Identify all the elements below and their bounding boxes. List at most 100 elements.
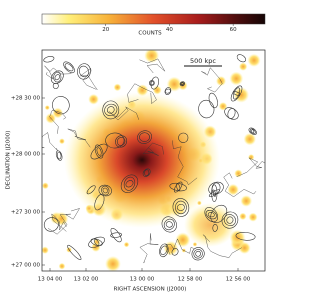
contour (150, 76, 160, 90)
emission-spot (42, 246, 49, 254)
contour (108, 106, 140, 121)
contour (90, 238, 103, 247)
contour (249, 128, 256, 135)
contour (96, 147, 102, 156)
contour (176, 183, 181, 191)
emission-spot (59, 138, 65, 145)
emission-spot (42, 182, 49, 190)
contour (173, 181, 183, 193)
contour (205, 209, 217, 220)
colorbar-tick-label: 60 (230, 27, 237, 33)
colorbar-tick-label: 20 (102, 27, 109, 33)
contour (175, 200, 187, 215)
contour (223, 172, 257, 198)
contour (165, 88, 171, 94)
contour (94, 144, 104, 159)
emission-spot (58, 262, 66, 270)
contour (210, 204, 228, 224)
contour (161, 216, 177, 233)
y-tick-label: +27 00 00 (11, 263, 41, 269)
emission-spot (152, 85, 162, 95)
emission-spot (248, 154, 255, 161)
contour (227, 108, 236, 119)
contour (172, 140, 198, 186)
contour (144, 169, 150, 176)
contour (211, 184, 218, 202)
contour (86, 185, 96, 195)
emission-spot (104, 255, 121, 271)
scale-bar-label: 500 kpc (190, 57, 216, 65)
emission-spot (54, 211, 69, 226)
contour (164, 87, 172, 95)
emission-spot (166, 76, 182, 92)
contour (50, 70, 64, 84)
contour (88, 236, 105, 248)
contour (139, 58, 166, 74)
contour (148, 80, 155, 86)
contour (127, 83, 157, 104)
contour (51, 213, 67, 232)
contour (180, 82, 185, 86)
contour (159, 243, 169, 258)
contour (54, 74, 60, 81)
contour (102, 100, 120, 120)
contour (44, 65, 72, 80)
emission-spot (44, 105, 50, 111)
contour (191, 247, 205, 261)
contour (110, 232, 122, 238)
contour (236, 157, 265, 177)
contour (142, 142, 164, 156)
image (42, 50, 265, 271)
contour (67, 128, 91, 148)
contour (201, 67, 223, 93)
contour (137, 130, 152, 144)
contour (56, 151, 62, 160)
contour (208, 189, 220, 198)
contour (94, 194, 105, 211)
contour (106, 106, 115, 114)
x-tick-label: 13 00 00 (130, 277, 155, 283)
emission-spot (239, 212, 247, 221)
emission-spot (123, 241, 130, 248)
contour (116, 137, 126, 146)
contour (43, 56, 55, 63)
contour (212, 223, 218, 232)
x-axis-title: RIGHT ASCENSION (J2000) (114, 287, 187, 293)
emission-spot (240, 195, 253, 207)
contour (193, 249, 203, 259)
emission-spot (144, 50, 160, 64)
contour (202, 234, 242, 258)
emission-spot (175, 232, 191, 248)
contour (204, 207, 219, 223)
emission-spot (229, 71, 244, 86)
contour (53, 71, 62, 83)
y-tick-label: +28 00 00 (11, 152, 41, 158)
contour (139, 132, 150, 142)
contour (171, 248, 179, 256)
contour (172, 198, 190, 217)
contour (120, 174, 139, 193)
emission-spot (163, 240, 179, 256)
emission-spot (234, 169, 243, 178)
contour (47, 208, 81, 235)
contour (176, 203, 185, 211)
y-axis-title: DECLINATION (J2000) (6, 131, 12, 190)
contour (90, 143, 108, 160)
contour (221, 211, 239, 229)
contour (123, 176, 136, 191)
contour (52, 96, 70, 115)
contour (163, 218, 175, 231)
y-tick-label: +27 30 00 (11, 210, 41, 216)
colorbar-ticks: 20 40 60 (102, 24, 237, 33)
contour (67, 244, 82, 261)
contour (110, 228, 122, 243)
contour (139, 233, 159, 264)
contour (49, 109, 67, 134)
contour (64, 63, 74, 72)
contour (208, 181, 224, 195)
contour (178, 132, 189, 143)
emission-spot (247, 53, 261, 67)
contour (149, 80, 154, 86)
emission-spot (88, 93, 99, 105)
contour (230, 85, 243, 102)
